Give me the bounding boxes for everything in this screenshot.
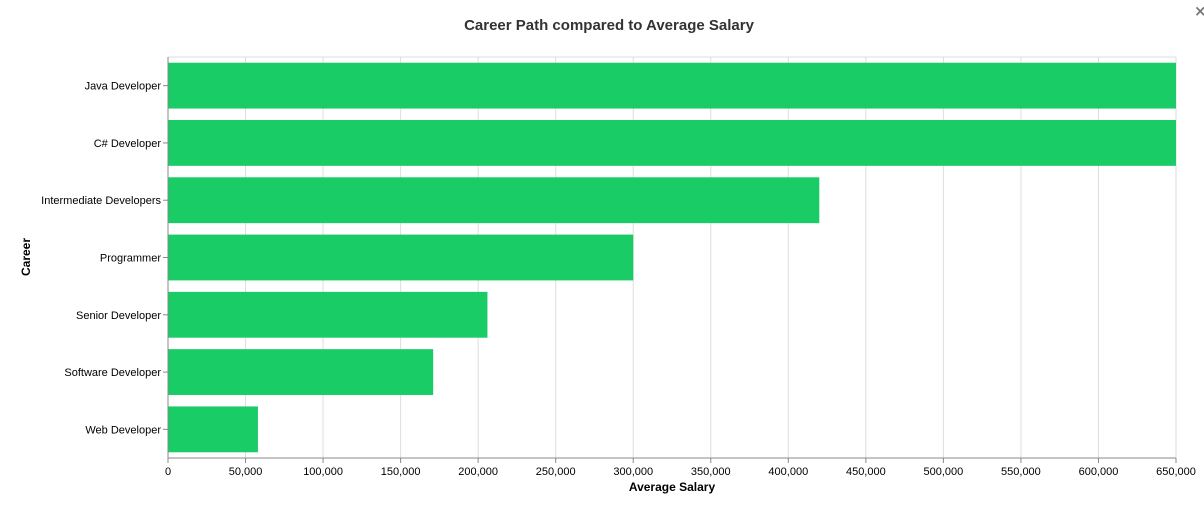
- bar[interactable]: [168, 234, 634, 281]
- axes: Java Developer C# Developer Intermediate D…: [41, 57, 1196, 478]
- y-tick-label: C# Developer: [94, 138, 162, 150]
- y-tick-label: Programmer: [100, 253, 161, 265]
- y-tick-label: Java Developer: [85, 81, 162, 93]
- x-tick-label: 0: [165, 466, 171, 478]
- bar[interactable]: [168, 120, 1176, 166]
- x-tick-label: 600,000: [1079, 466, 1119, 478]
- bars: [168, 62, 1176, 453]
- x-tick-label: 550,000: [1001, 466, 1041, 478]
- y-tick-label: Intermediate Developers: [41, 195, 161, 207]
- bar[interactable]: [168, 349, 434, 395]
- y-tick-label: Web Developer: [85, 424, 161, 436]
- x-tick-label: 350,000: [691, 466, 731, 478]
- x-axis-title: Average Salary: [629, 480, 716, 494]
- bar[interactable]: [168, 406, 258, 453]
- close-icon[interactable]: ×: [1194, 2, 1204, 20]
- x-tick-label: 250,000: [536, 466, 576, 478]
- x-tick-label: 100,000: [303, 466, 343, 478]
- bar[interactable]: [168, 177, 820, 224]
- x-tick-label: 150,000: [381, 466, 421, 478]
- x-tick-label: 300,000: [613, 466, 653, 478]
- x-tick-label: 500,000: [924, 466, 964, 478]
- y-tick-label: Software Developer: [64, 367, 161, 379]
- bar[interactable]: [168, 62, 1176, 109]
- x-tick-label: 450,000: [846, 466, 886, 478]
- chart-title: Career Path compared to Average Salary: [464, 17, 755, 34]
- y-axis-title: Career: [19, 238, 33, 276]
- x-tick-label: 650,000: [1156, 466, 1196, 478]
- x-tick-label: 200,000: [458, 466, 498, 478]
- y-tick-label: Senior Developer: [76, 310, 161, 322]
- x-tick-label: 50,000: [229, 466, 263, 478]
- x-tick-label: 400,000: [768, 466, 808, 478]
- bar[interactable]: [168, 291, 488, 338]
